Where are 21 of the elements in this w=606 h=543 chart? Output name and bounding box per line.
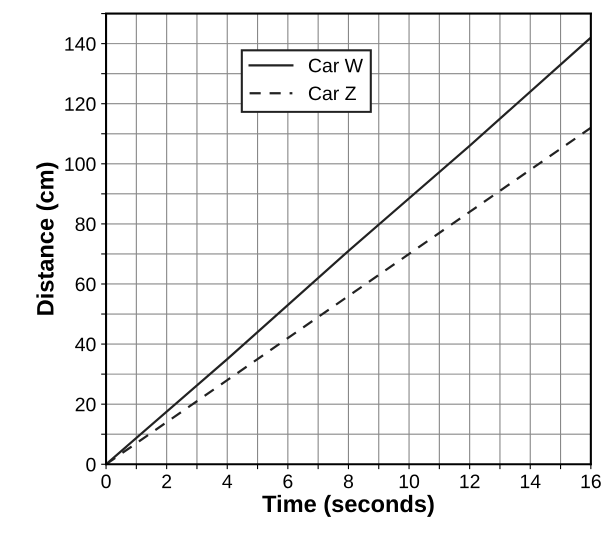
- x-tick-label: 0: [101, 474, 111, 488]
- y-tick-label: 140: [65, 37, 96, 51]
- y-tick-label: 40: [75, 338, 96, 352]
- x-tick-label: 4: [222, 474, 232, 488]
- legend-label: Car Z: [308, 86, 356, 100]
- y-tick-label: 0: [86, 458, 96, 472]
- y-tick-label: 20: [76, 398, 96, 412]
- y-axis-title: Distance (cm): [36, 162, 58, 315]
- legend-label: Car W: [308, 58, 363, 72]
- y-tick-label: 80: [76, 217, 96, 232]
- x-axis-title: Time (seconds): [262, 494, 434, 517]
- y-tick-label: 60: [76, 277, 96, 292]
- y-tick-label: 120: [65, 97, 96, 111]
- x-tick-label: 16: [582, 474, 601, 488]
- x-tick-label: 12: [460, 474, 480, 488]
- x-tick-label: 10: [400, 474, 420, 488]
- x-tick-label: 14: [520, 474, 540, 488]
- x-tick-label: 8: [344, 474, 354, 488]
- x-tick-label: 6: [283, 474, 292, 488]
- y-tick-label: 100: [65, 157, 96, 172]
- x-tick-label: 2: [162, 474, 172, 488]
